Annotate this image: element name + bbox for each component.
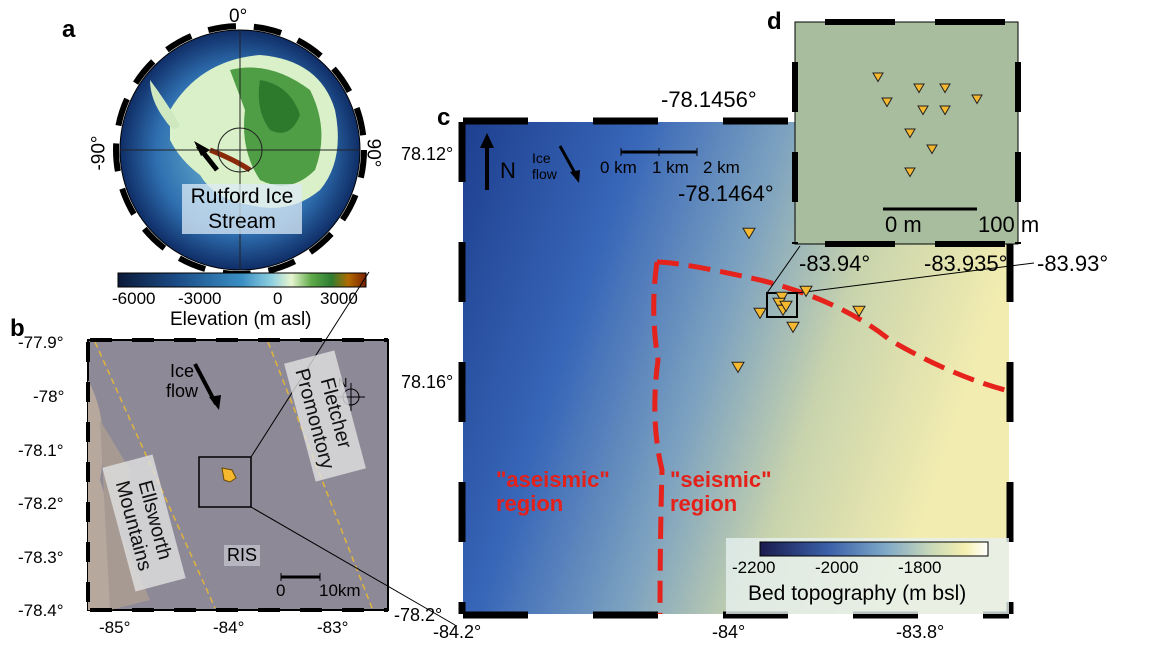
station-marker: [917, 105, 929, 116]
b-lon-1: -85°: [99, 618, 131, 637]
panel-b-label: b: [10, 315, 25, 342]
c-scale-0: 0 km: [600, 158, 637, 177]
bed-tick-3: -1800: [898, 558, 942, 577]
d-lat-2: -78.1464°: [678, 181, 774, 206]
c-scale-2: 2 km: [703, 158, 740, 177]
station-marker: [753, 307, 767, 320]
station-marker: [872, 72, 884, 83]
bed-colorbar-title: Bed topography (m bsl): [748, 582, 967, 605]
panel-a-lon-top: 0°: [229, 6, 248, 27]
elev-colorbar-title: Elevation (m asl): [170, 309, 312, 330]
station-marker: [799, 285, 813, 298]
panel-d-label: d: [767, 8, 782, 35]
station-marker: [913, 83, 925, 94]
d-lon-3: -83.93°: [1037, 251, 1109, 276]
b-lon-3: -83°: [317, 618, 349, 637]
b-lat-3: -78.1°: [18, 441, 64, 460]
c-lat-1: 78.12°: [401, 144, 454, 164]
b-lat-5: -78.3°: [18, 548, 64, 567]
b-lat-6: -78.4°: [18, 601, 64, 620]
elev-tick-3: 0: [273, 289, 283, 308]
station-marker: [904, 167, 916, 178]
c-aseismic-label: "aseismic" region: [496, 467, 610, 516]
d-lat-1: -78.1456°: [661, 87, 757, 112]
station-marker: [881, 97, 893, 108]
elev-tick-2: -3000: [178, 289, 222, 308]
panel-c-label: c: [437, 104, 451, 131]
d-scale-zero: 0 m: [885, 212, 922, 237]
c-lon-2: -84°: [712, 622, 746, 642]
c-scale-1: 1 km: [652, 158, 689, 177]
station-marker: [786, 321, 800, 334]
b-ris: RIS: [224, 545, 261, 566]
b-lat-2: -78°: [33, 387, 65, 406]
station-marker: [775, 291, 789, 304]
c-north: N: [500, 158, 516, 183]
station-marker: [971, 94, 983, 105]
station-marker: [852, 305, 866, 318]
bed-tick-2: -2000: [815, 558, 859, 577]
d-lon-2: -83.935°: [924, 251, 1008, 276]
station-marker: [742, 227, 756, 240]
panel-a-annotation: Rutford Ice Stream: [182, 184, 302, 234]
b-lat-1: -77.9°: [18, 333, 64, 352]
station-marker: [904, 128, 916, 139]
b-ice-flow: Ice flow: [165, 361, 198, 401]
c-seismic-label: "seismic" region: [670, 467, 772, 516]
bed-tick-1: -2200: [732, 558, 776, 577]
station-marker: [926, 144, 938, 155]
b-lon-2: -84°: [213, 618, 245, 637]
station-marker: [939, 105, 951, 116]
b-scale-end: 10km: [319, 581, 361, 600]
c-lon-1: -84.2°: [433, 622, 482, 642]
station-marker: [731, 361, 745, 374]
c-lon-3: -83.8°: [896, 622, 945, 642]
d-lon-1: -83.94°: [799, 251, 871, 276]
b-scale-zero: 0: [276, 581, 286, 600]
c-lat-2: 78.16°: [401, 372, 454, 392]
panel-a-label: a: [62, 16, 76, 43]
b-lat-4: -78.2°: [18, 494, 64, 513]
elev-tick-1: -6000: [112, 289, 156, 308]
d-scale-end: 100 m: [978, 212, 1040, 237]
c-lat-3: -78.2°: [394, 605, 443, 625]
elev-tick-4: 3000: [320, 289, 358, 308]
station-marker: [939, 83, 951, 94]
station-marker: [779, 300, 793, 313]
c-ice-flow: Ice flow: [532, 150, 557, 182]
